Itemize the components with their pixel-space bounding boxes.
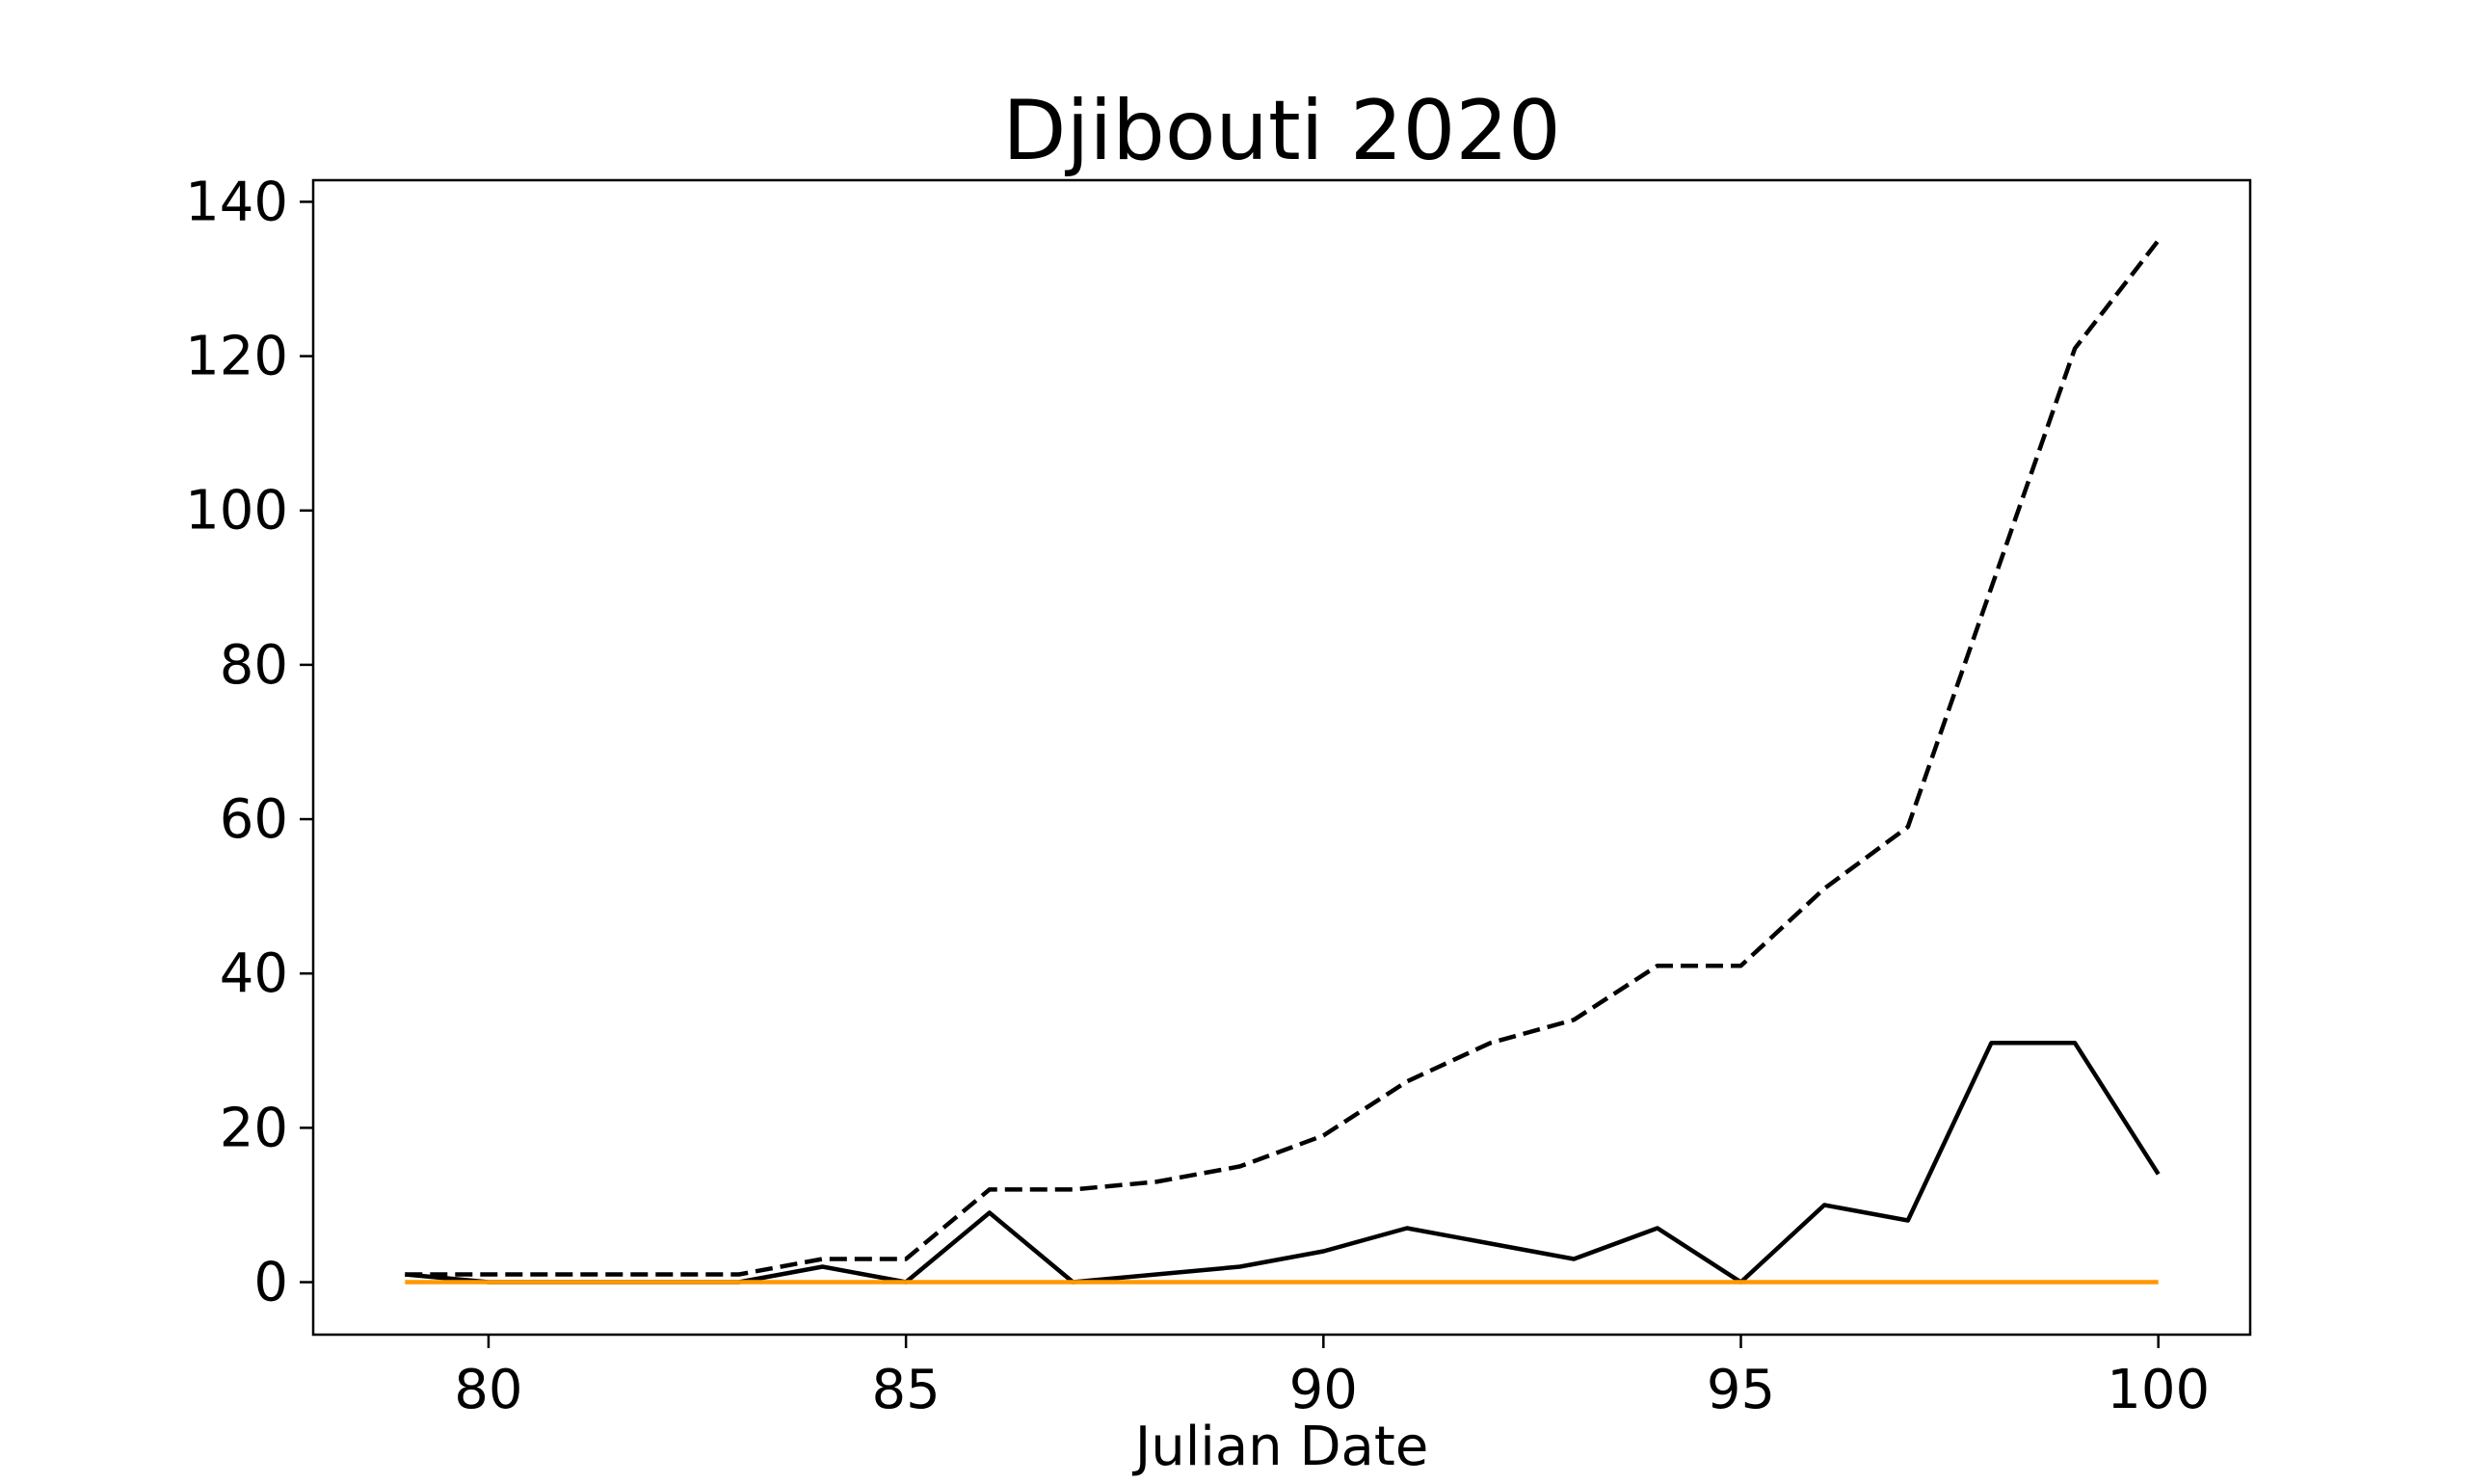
chart-title: Djibouti 2020: [1002, 83, 1561, 179]
y-tick-label: 140: [185, 171, 288, 233]
y-tick-label: 80: [220, 634, 288, 697]
y-tick-label: 40: [220, 942, 288, 1005]
y-axis: 0 20 40 60 80 100 120 140: [185, 171, 313, 1313]
x-tick-label: 90: [1289, 1359, 1358, 1421]
series-layer: [405, 240, 2158, 1282]
series-line-2: [405, 1043, 2158, 1282]
x-tick-label: 100: [2107, 1359, 2210, 1421]
x-tick-label: 85: [871, 1359, 940, 1421]
y-tick-label: 60: [220, 788, 288, 851]
x-axis: 80 85 90 95 100: [454, 1335, 2210, 1421]
series-line-1: [405, 241, 2158, 1275]
x-axis-label: Julian Date: [1132, 1416, 1429, 1478]
x-tick-label: 95: [1707, 1359, 1775, 1421]
y-tick-label: 120: [185, 326, 288, 388]
plot-area-frame: [313, 180, 2250, 1335]
y-tick-label: 100: [185, 480, 288, 543]
y-tick-label: 0: [253, 1252, 288, 1314]
x-tick-label: 80: [454, 1359, 522, 1421]
y-tick-label: 20: [220, 1097, 288, 1159]
